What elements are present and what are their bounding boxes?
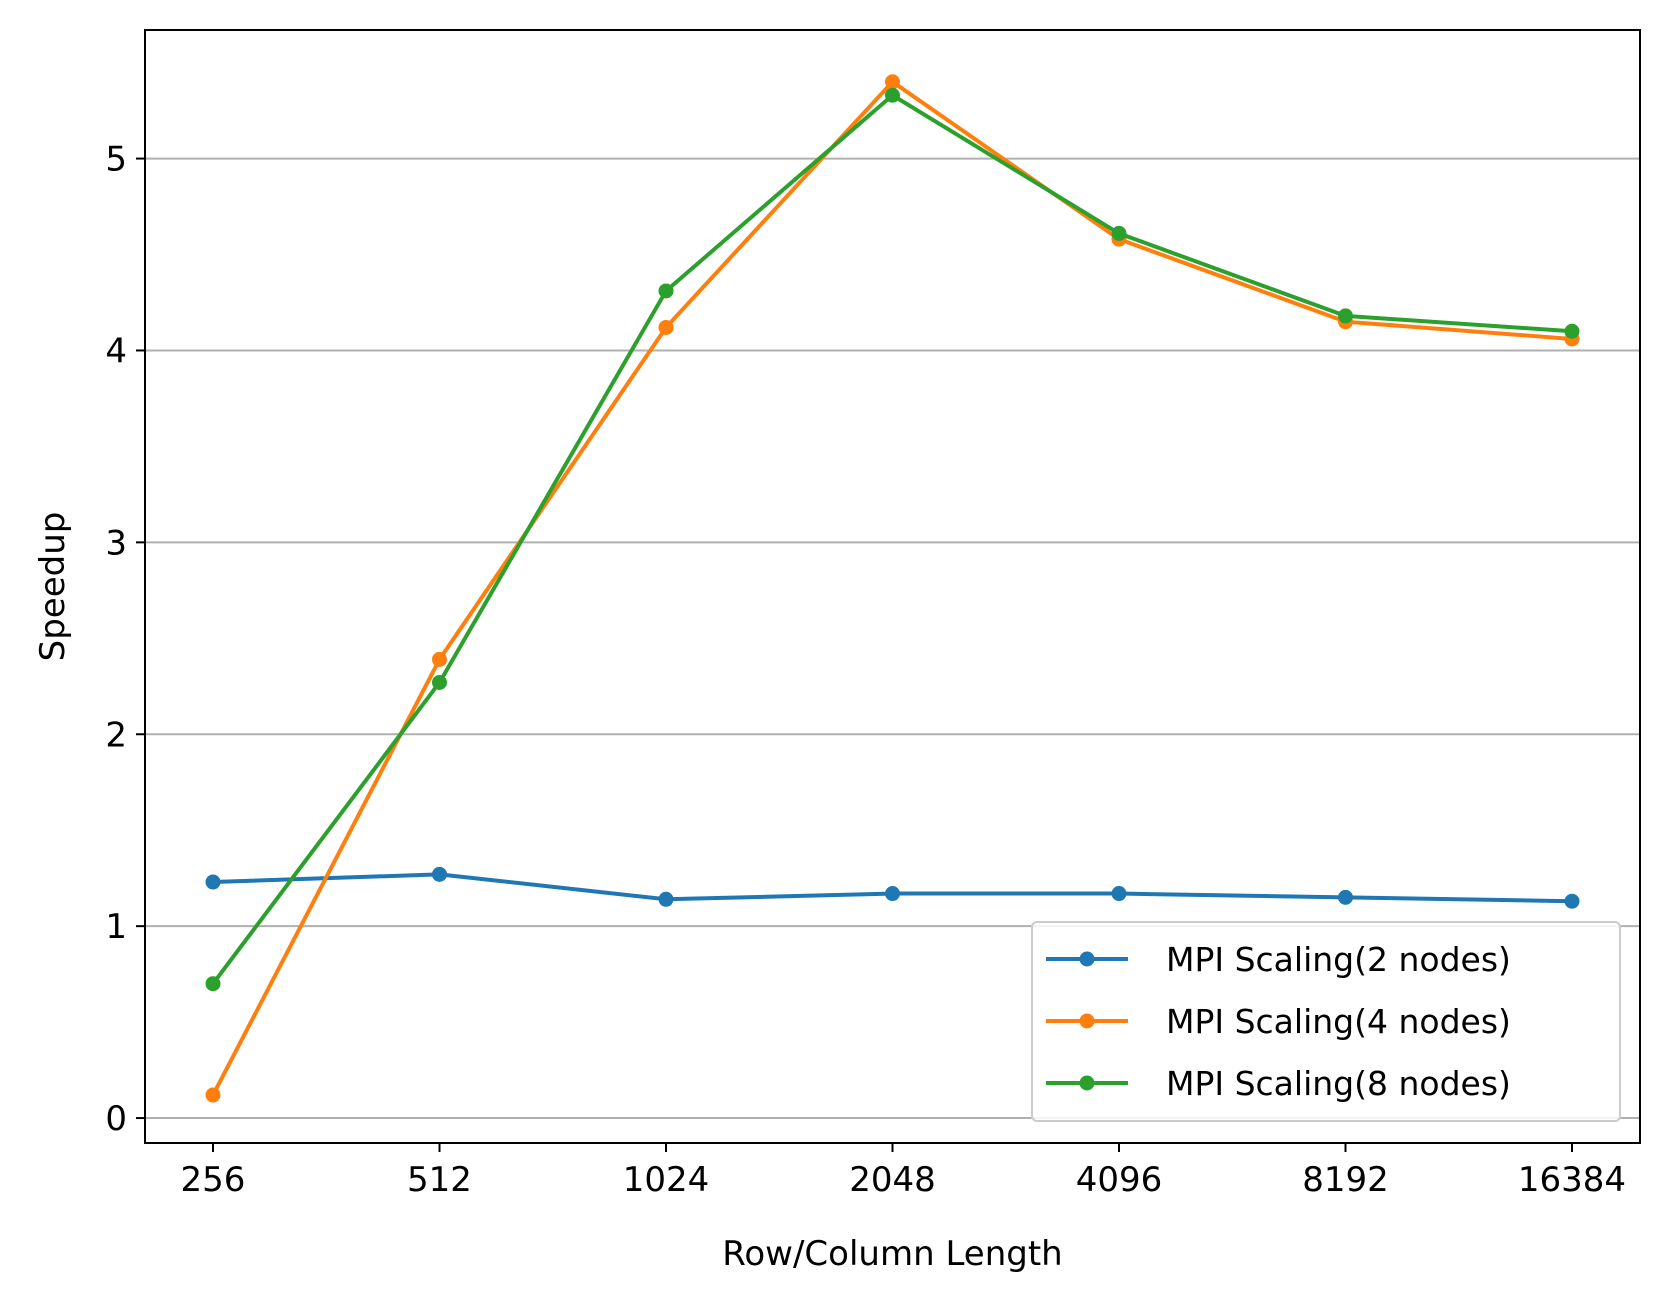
- y-tick-label: 4: [105, 331, 127, 371]
- data-point: [1338, 308, 1353, 324]
- y-tick-label: 1: [105, 907, 127, 947]
- series-line: [211, 93, 1573, 985]
- x-tick-label: 8192: [1302, 1160, 1389, 1200]
- data-point: [432, 674, 447, 690]
- data-point: [1564, 893, 1580, 909]
- y-tick-label: 2: [105, 715, 127, 755]
- data-point: [1338, 889, 1353, 905]
- series-lines: [205, 74, 1580, 1103]
- data-point: [658, 891, 674, 907]
- data-point: [205, 874, 221, 890]
- data-point: [432, 866, 447, 882]
- data-point: [885, 886, 900, 902]
- series-1: [205, 866, 1580, 909]
- data-point: [658, 283, 674, 299]
- x-axis-title: Row/Column Length: [722, 1234, 1062, 1274]
- x-tick-label: 1024: [623, 1160, 710, 1200]
- y-tick-label: 0: [105, 1099, 127, 1139]
- legend-box: [1031, 921, 1621, 1122]
- data-point: [885, 87, 900, 103]
- legend-label: MPI Scaling(2 nodes): [1166, 940, 1511, 979]
- data-point: [1111, 886, 1127, 902]
- legend-entry: MPI Scaling(8 nodes): [1046, 1064, 1511, 1103]
- legend-entry: MPI Scaling(4 nodes): [1046, 1002, 1511, 1041]
- legend-entry: MPI Scaling(2 nodes): [1046, 940, 1511, 979]
- data-point: [658, 319, 674, 335]
- series-3: [205, 87, 1580, 992]
- data-point: [1111, 225, 1127, 241]
- legend: MPI Scaling(2 nodes) MPI Scaling(4 nodes)…: [1031, 921, 1621, 1122]
- legend-marker: [1079, 1013, 1095, 1029]
- legend-label: MPI Scaling(8 nodes): [1166, 1064, 1511, 1103]
- data-point: [885, 74, 900, 90]
- data-point: [432, 651, 447, 667]
- data-point: [1564, 323, 1580, 339]
- x-tick-label: 2048: [849, 1160, 936, 1200]
- legend-marker: [1079, 1075, 1095, 1091]
- legend-marker: [1079, 951, 1095, 967]
- y-tick-label: 3: [105, 523, 127, 563]
- x-tick-label: 256: [181, 1160, 246, 1200]
- x-tick-label: 16384: [1518, 1160, 1626, 1200]
- x-axis: 256 512 1024 2048 4096 8192 16384: [181, 1143, 1626, 1200]
- x-tick-label: 4096: [1076, 1160, 1163, 1200]
- y-axis: 0 1 2 3 4 5: [105, 140, 145, 1139]
- data-point: [205, 976, 221, 992]
- legend-label: MPI Scaling(4 nodes): [1166, 1002, 1511, 1041]
- data-point: [205, 1087, 221, 1103]
- x-tick-label: 512: [407, 1160, 472, 1200]
- y-tick-label: 5: [105, 140, 127, 180]
- y-axis-title: Speedup: [33, 512, 73, 662]
